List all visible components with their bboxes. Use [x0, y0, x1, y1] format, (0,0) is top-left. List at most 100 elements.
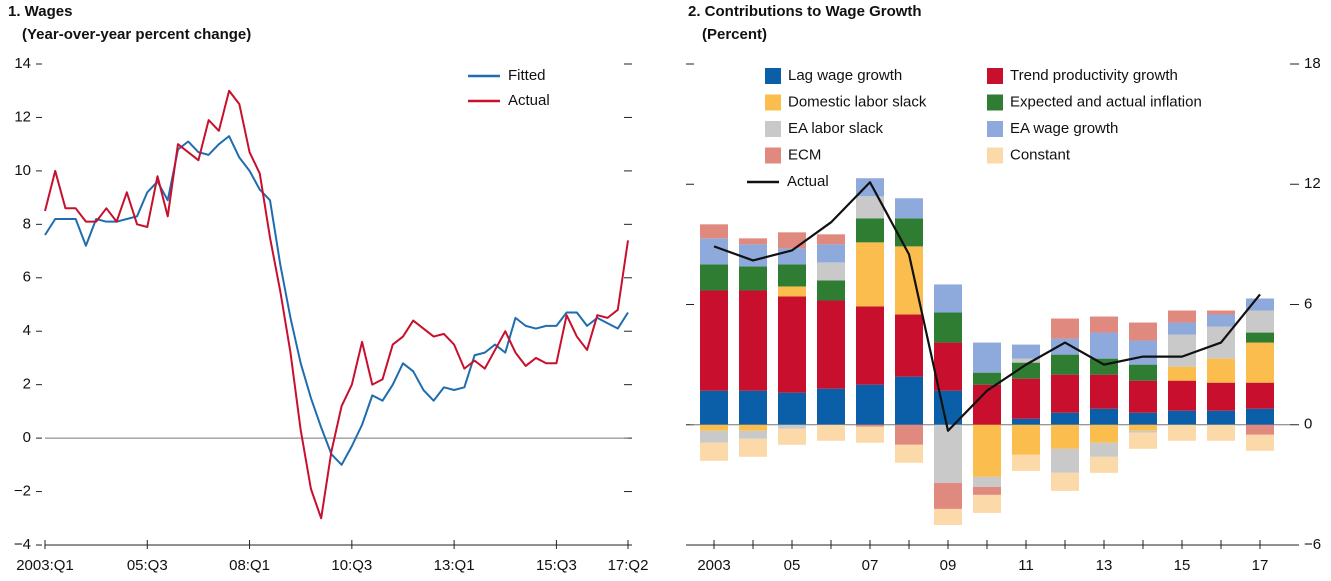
bar-segment [739, 266, 767, 291]
bar-segment [739, 438, 767, 457]
legend-label: Actual [508, 92, 550, 109]
legend-swatch [765, 68, 781, 84]
bar-segment [973, 372, 1001, 385]
bar-segment [778, 296, 806, 393]
bar-segment [1012, 362, 1040, 379]
bar-segment [1168, 334, 1196, 367]
bar-segment [1012, 344, 1040, 359]
legend-label: Expected and actual inflation [1010, 93, 1202, 110]
bar-segment [700, 264, 728, 291]
bar-segment [1168, 424, 1196, 441]
bar-segment [973, 476, 1001, 487]
bar-segment [895, 218, 923, 247]
y-tick-label: 0 [1304, 416, 1312, 433]
bar-segment [700, 390, 728, 425]
x-tick-label: 08:Q1 [229, 557, 270, 574]
bar-segment [1207, 310, 1235, 315]
bar-segment [1051, 374, 1079, 413]
y-tick-label: 14 [14, 55, 31, 72]
data-line [44, 135, 629, 466]
legend-swatch [765, 121, 781, 137]
bar-segment [1129, 412, 1157, 425]
bar-segment [1090, 332, 1118, 359]
bar-segment [739, 424, 767, 431]
bar-segment [1246, 332, 1274, 343]
bar-segment [817, 424, 845, 441]
bar-segment [700, 238, 728, 265]
legend-label: EA labor slack [788, 120, 884, 137]
bar-segment [1246, 434, 1274, 451]
y-tick-label: 4 [23, 322, 31, 339]
bar-segment [1246, 408, 1274, 425]
bar-segment [778, 264, 806, 287]
bar-segment [1090, 358, 1118, 375]
bar-segment [1246, 424, 1274, 435]
bar-segment [1168, 410, 1196, 425]
chart-title: 2. Contributions to Wage Growth [688, 3, 922, 20]
legend-label: Domestic labor slack [788, 93, 927, 110]
legend-label: EA wage growth [1010, 120, 1118, 137]
x-tick-label: 17:Q2 [608, 557, 649, 574]
bar-segment [1207, 314, 1235, 327]
bar-segment [739, 390, 767, 425]
x-tick-label: 13:Q1 [434, 557, 475, 574]
bar-segment [1168, 380, 1196, 411]
bar-segment [856, 384, 884, 425]
y-tick-label: 6 [1304, 295, 1312, 312]
y-tick-label: 12 [14, 108, 31, 125]
bar-segment [1051, 318, 1079, 339]
x-tick-label: 05:Q3 [127, 557, 168, 574]
bar-segment [700, 442, 728, 461]
bar-segment [700, 424, 728, 431]
bar-segment [1129, 364, 1157, 381]
bar-segment [895, 314, 923, 377]
bar-segment [700, 290, 728, 391]
legend-label: Constant [1010, 146, 1071, 163]
bar-segment [739, 290, 767, 391]
y-tick-label: 8 [23, 215, 31, 232]
bar-segment [1168, 366, 1196, 381]
bar-segment [1090, 374, 1118, 409]
bar-segment [1051, 424, 1079, 449]
legend-label: Fitted [508, 67, 546, 84]
bar-segment [1012, 358, 1040, 363]
y-tick-label: −2 [14, 483, 31, 500]
data-line [713, 181, 1261, 432]
bar-segment [856, 242, 884, 307]
legend-swatch [765, 147, 781, 164]
bar-segment [778, 286, 806, 297]
bar-segment [934, 390, 962, 425]
x-tick-label: 13 [1096, 557, 1113, 574]
bar-segment [973, 486, 1001, 495]
bar-segment [817, 262, 845, 281]
bar-segment [856, 178, 884, 197]
bar-segment [934, 508, 962, 525]
bar-segment [934, 482, 962, 509]
x-tick-label: 17 [1252, 557, 1269, 574]
bar-segment [1090, 408, 1118, 425]
legend-swatch [765, 94, 781, 111]
bar-segment [934, 342, 962, 391]
y-tick-label: 0 [23, 429, 31, 446]
bar-segment [1090, 456, 1118, 473]
bar-segment [1012, 454, 1040, 471]
bar-segment [1051, 412, 1079, 425]
bar-segment [1051, 354, 1079, 375]
x-tick-label: 10:Q3 [331, 557, 372, 574]
bar-segment [856, 426, 884, 443]
bar-segment [778, 232, 806, 249]
bar-segment [739, 238, 767, 245]
x-tick-label: 15:Q3 [536, 557, 577, 574]
legend-label: Lag wage growth [788, 67, 902, 84]
bar-segment [1129, 322, 1157, 341]
legend-label: Actual [787, 173, 829, 190]
y-tick-label: 6 [23, 269, 31, 286]
y-tick-label: −6 [1304, 536, 1321, 553]
bar-segment [856, 196, 884, 219]
bar-segment [934, 312, 962, 343]
bar-segment [1090, 316, 1118, 333]
data-line [44, 89, 629, 520]
bar-segment [1051, 472, 1079, 491]
